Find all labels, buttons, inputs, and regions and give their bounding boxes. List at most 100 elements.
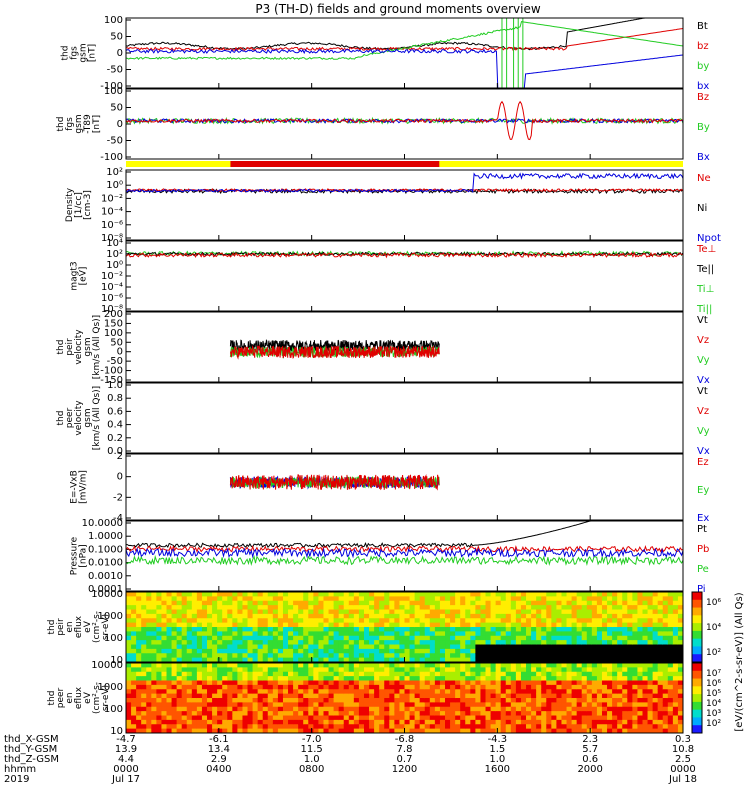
spectrogram-cell	[207, 715, 213, 721]
spectrogram-cell	[677, 711, 683, 717]
spectrogram-cell	[455, 635, 461, 641]
spectrogram-cell	[399, 711, 406, 717]
spectrogram-cell	[495, 711, 502, 717]
spectrogram-cell	[196, 715, 203, 721]
spectrogram-cell	[247, 600, 254, 606]
spectrogram-cell	[647, 609, 654, 615]
x-tick-label: 13.9	[115, 744, 137, 755]
spectrogram-cell	[257, 663, 264, 668]
spectrogram-cell	[201, 719, 208, 725]
spectrogram-cell	[677, 657, 683, 662]
spectrogram-cell	[363, 640, 370, 646]
spectrogram-cell	[601, 592, 608, 597]
spectrogram-cell	[186, 689, 193, 695]
spectrogram-cell	[531, 711, 537, 717]
spectrogram-cell	[227, 702, 233, 708]
spectrogram-cell	[348, 711, 355, 717]
spectrogram-cell	[465, 648, 471, 654]
spectrogram-cell	[470, 693, 476, 699]
spectrogram-cell	[207, 680, 213, 686]
spectrogram-cell	[586, 715, 593, 721]
spectrogram-cell	[146, 644, 152, 650]
spectrogram-cell	[196, 693, 203, 699]
spectrogram-cell	[414, 663, 421, 668]
spectrogram-cell	[576, 680, 583, 686]
spectrogram-cell	[480, 706, 487, 712]
spectrogram-cell	[662, 622, 669, 628]
spectrogram-cell	[607, 715, 613, 721]
spectrogram-cell	[607, 605, 613, 611]
spectrogram-cell	[414, 635, 421, 641]
spectrogram-cell	[358, 640, 365, 646]
spectrogram-cell	[384, 680, 390, 686]
spectrogram-cell	[637, 719, 644, 725]
spectrogram-cell	[677, 719, 683, 725]
spectrogram-cell	[232, 609, 238, 615]
spectrogram-cell	[581, 644, 588, 650]
spectrogram-cell	[146, 600, 152, 606]
spectrogram-cell	[536, 613, 542, 619]
y-axis-label: Density[1/cc][cm-3]	[65, 187, 93, 222]
spectrogram-cell	[318, 640, 325, 646]
spectrogram-cell	[242, 600, 249, 606]
spectrogram-cell	[186, 702, 193, 708]
spectrogram-cell	[191, 724, 198, 730]
spectrogram-cell	[500, 719, 507, 725]
spectrogram-cell	[419, 702, 426, 708]
spectrogram-cell	[217, 684, 223, 690]
spectrogram-cell	[156, 715, 163, 721]
spectrogram-cell	[515, 676, 522, 682]
spectrogram-cell	[586, 613, 593, 619]
spectrogram-cell	[257, 706, 264, 712]
spectrogram-cell	[394, 596, 401, 602]
spectrogram-cell	[196, 698, 203, 703]
spectrogram-cell	[541, 613, 547, 619]
spectrogram-cell	[288, 618, 294, 624]
spectrogram-cell	[303, 667, 309, 673]
spectrogram-cell	[657, 667, 664, 673]
spectrogram-cell	[232, 613, 238, 619]
spectrogram-cell	[566, 631, 573, 637]
spectrogram-cell	[622, 609, 628, 615]
spectrogram-cell	[404, 609, 411, 615]
spectrogram-cell	[581, 680, 588, 686]
spectrogram-cell	[591, 728, 598, 733]
spectrogram-cell	[358, 644, 365, 650]
spectrogram-cell	[622, 715, 628, 721]
spectrogram-cell	[186, 663, 193, 668]
spectrogram-cell	[434, 635, 441, 641]
spectrogram-cell	[414, 605, 421, 611]
spectrogram-cell	[333, 663, 340, 668]
spectrogram-cell	[389, 693, 395, 699]
spectrogram-cell	[455, 631, 461, 637]
spectrogram-cell	[384, 667, 390, 673]
spectrogram-cell	[495, 600, 502, 606]
spectrogram-cell	[252, 702, 259, 708]
spectrogram-cell	[601, 648, 608, 654]
spectrogram-cell	[662, 648, 669, 654]
spectrogram-cell	[490, 613, 497, 619]
spectrogram-cell	[343, 728, 350, 733]
spectrogram-cell	[622, 596, 628, 602]
spectrogram-cell	[156, 702, 163, 708]
spectrogram-cell	[485, 635, 492, 641]
spectrogram-cell	[439, 663, 446, 668]
spectrogram-cell	[520, 648, 527, 654]
spectrogram-cell	[293, 657, 299, 662]
spectrogram-cell	[293, 640, 299, 646]
spectrogram-cell	[272, 596, 279, 602]
spectrogram-cell	[186, 627, 193, 632]
spectrogram-cell	[272, 613, 279, 619]
spectrogram-cell	[480, 671, 487, 677]
y-tick-label: 0	[117, 472, 123, 483]
spectrogram-cell	[298, 698, 304, 703]
spectrogram-cell	[353, 644, 360, 650]
spectrogram-cell	[642, 689, 649, 695]
spectrogram-cell	[369, 640, 375, 646]
spectrogram-cell	[237, 605, 244, 611]
spectrogram-cell	[161, 596, 168, 602]
spectrogram-cell	[277, 663, 284, 668]
spectrogram-cell	[313, 596, 320, 602]
spectrogram-cell	[369, 618, 375, 624]
